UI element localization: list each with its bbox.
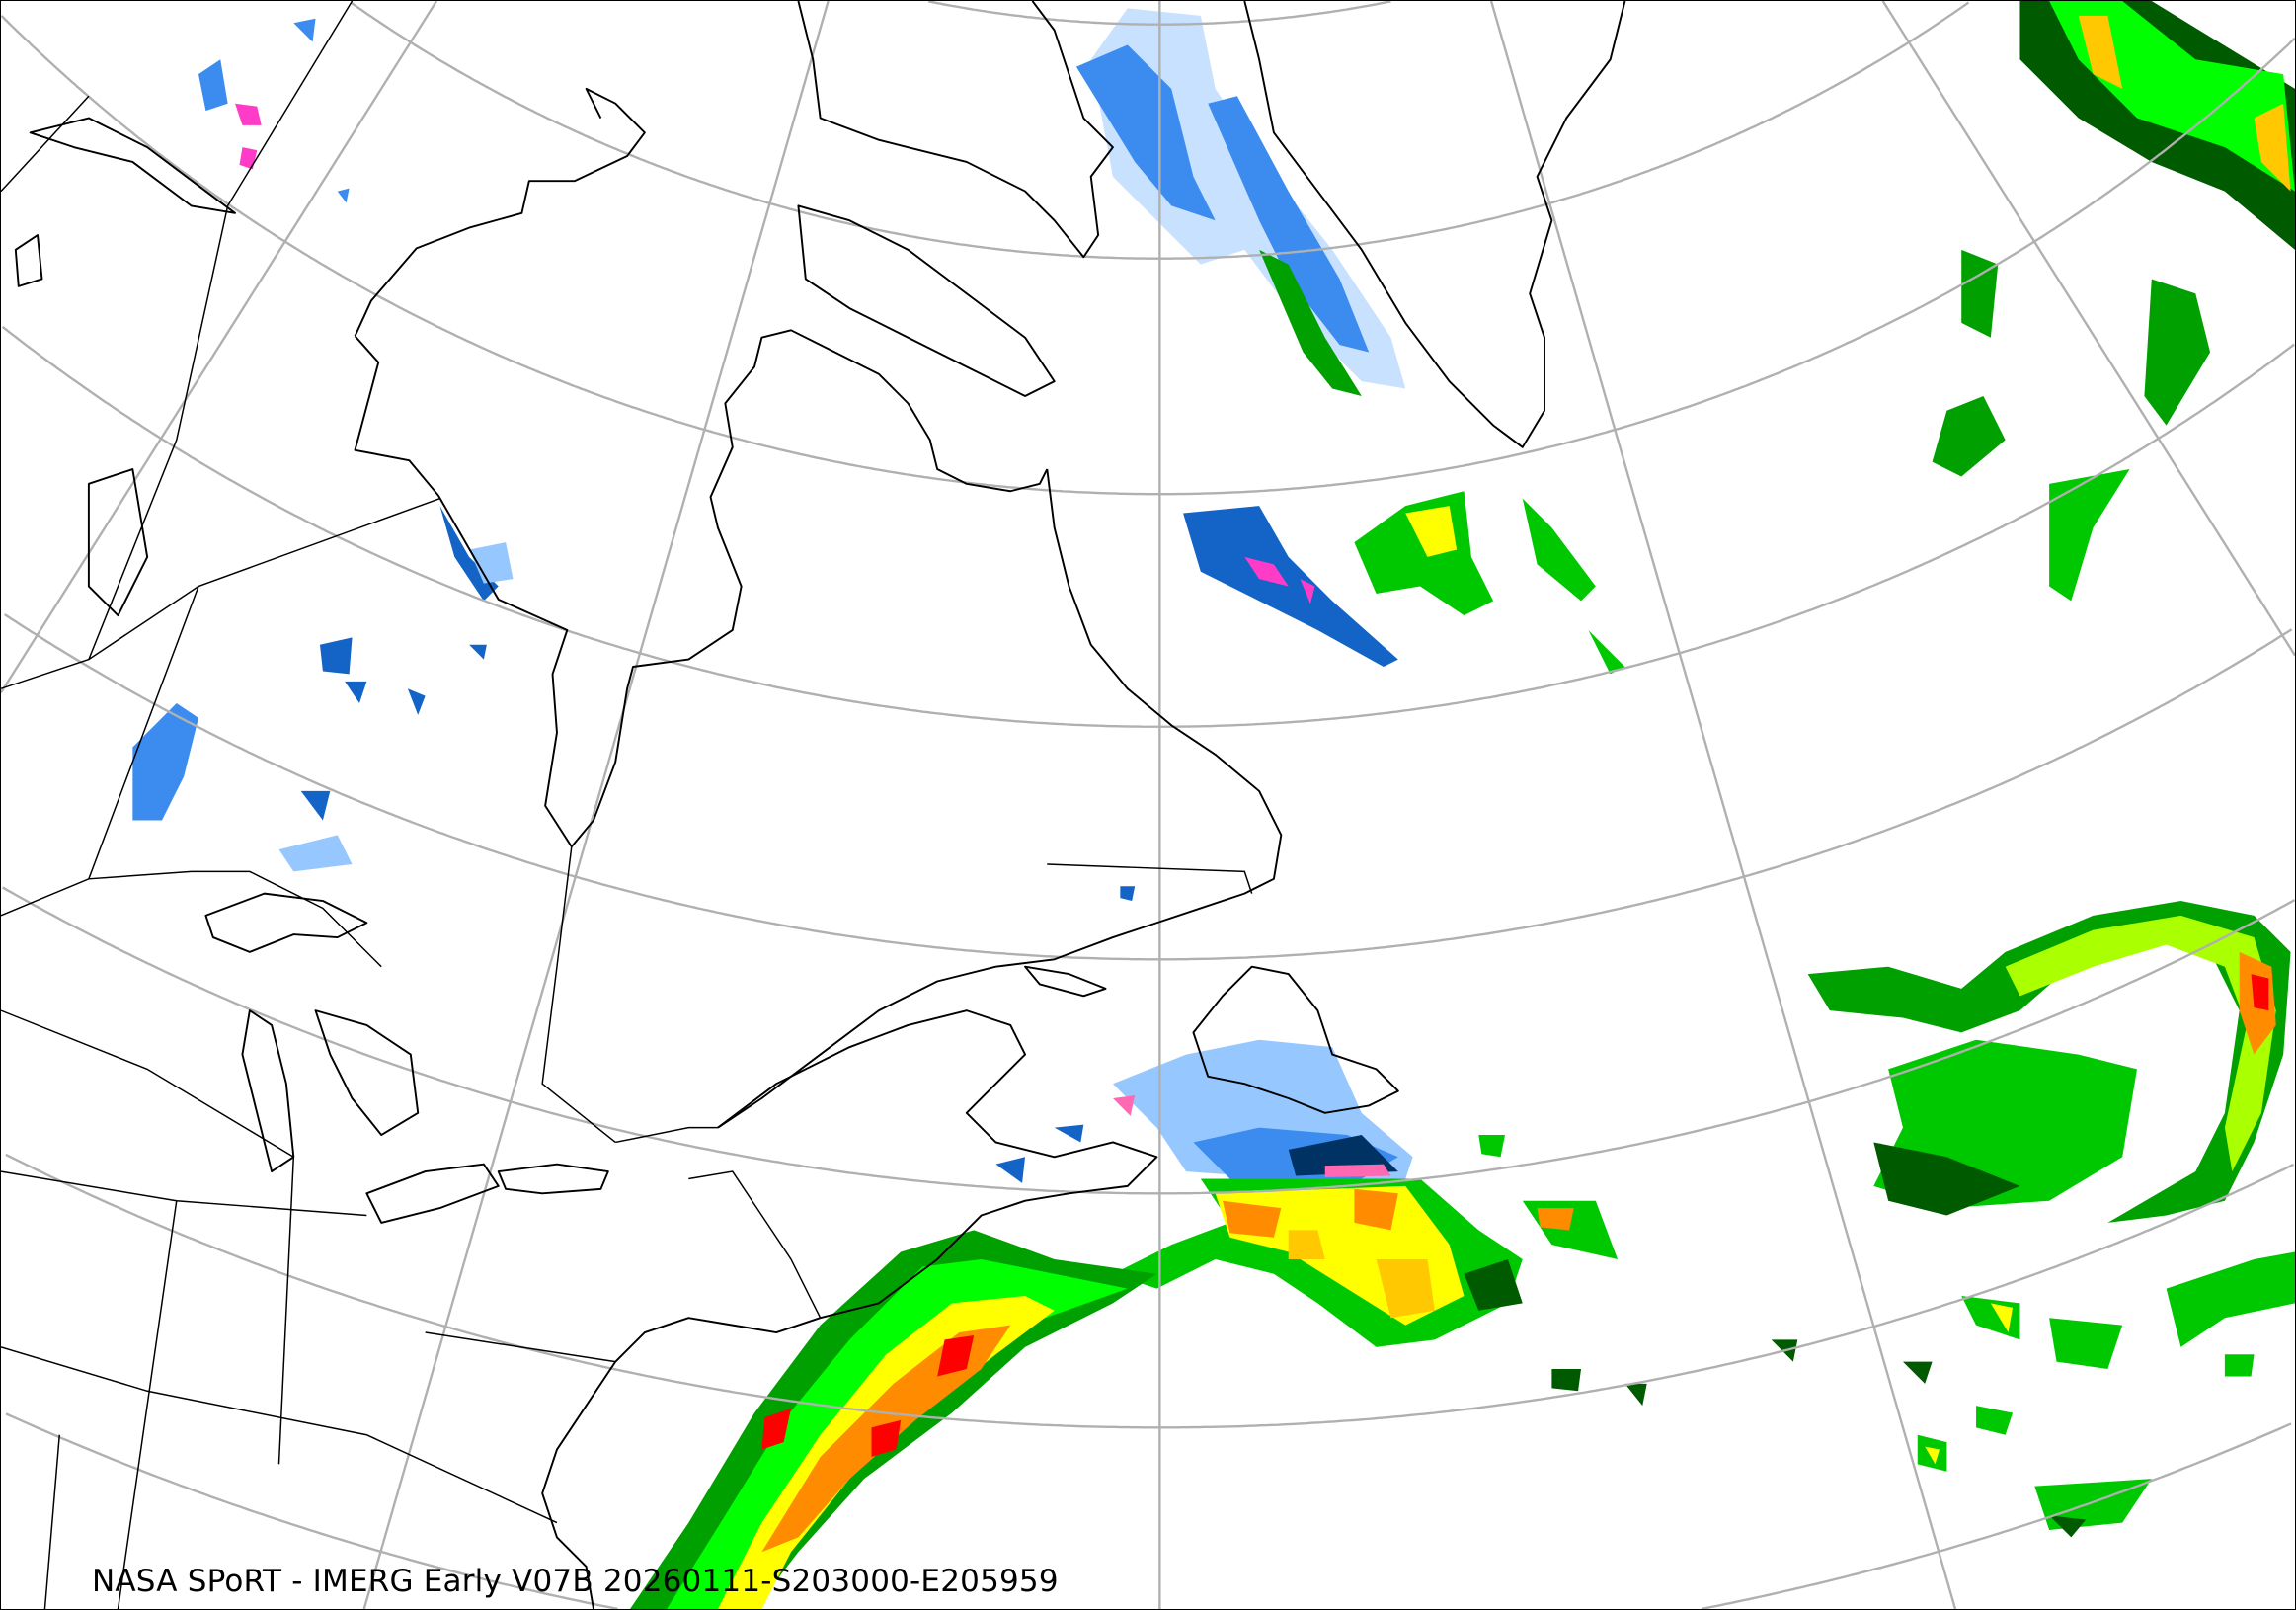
border-quebec-ontario	[541, 846, 616, 1144]
rain-streak-c	[2049, 469, 2130, 602]
coastline-greenland	[1243, 1, 1626, 448]
coastline-gulf-st-lawrence	[717, 1009, 1158, 1320]
latitude-line	[1, 325, 2295, 728]
snow-area-west-c	[300, 506, 499, 821]
rain-area-southeast-dark	[1624, 1339, 2087, 1538]
rain-ring-east-core	[2005, 915, 2276, 1172]
coastline-labrador	[717, 468, 1283, 1129]
rain-streak-d	[1961, 249, 1999, 338]
lake-erie	[365, 1163, 500, 1224]
rain-band-southwest-red	[761, 1334, 975, 1457]
lake-ontario	[497, 1163, 609, 1195]
latitude-line	[5, 1153, 2295, 1429]
coastline-baffin-south	[797, 204, 1056, 397]
precipitation-layer	[132, 1, 2295, 1609]
snow-area-greenland-core	[1075, 44, 1370, 353]
rain-streak-a	[2144, 279, 2211, 426]
snow-area-labrador-sea	[1183, 506, 1398, 668]
rain-ring-east	[1807, 901, 2291, 1223]
latitude-line	[2, 886, 2295, 1195]
coastline-baffin-island	[797, 1, 1114, 259]
rain-streak-b	[1932, 395, 2006, 477]
snow-area-west-a	[132, 703, 199, 821]
lake-superior	[204, 892, 368, 953]
coastline-us-east	[541, 1317, 821, 1609]
coastline-hudson-bay	[354, 329, 1049, 848]
map-caption: NASA SPoRT - IMERG Early V07B 20260111-S…	[92, 1564, 1059, 1599]
rain-area-central-orange	[1223, 1188, 1398, 1238]
latitude-line	[1, 15, 2295, 496]
longitude-line	[1489, 1, 1957, 1609]
longitude-line	[1, 1, 438, 693]
rain-area-central-gold	[1288, 1230, 1435, 1319]
border-provinces	[1, 1, 1253, 1609]
coastline-hudson-bay-north	[354, 87, 646, 337]
coastline-arctic-islands	[14, 117, 237, 617]
rain-area-northeast-peak	[2078, 15, 2291, 192]
snow-area-quebec	[995, 886, 1136, 1183]
latitude-line	[5, 1412, 2292, 1609]
coastline-anticosti	[1024, 965, 1107, 998]
rain-area-southeast-core	[1925, 1303, 2014, 1465]
mixed-area-labrador-sea	[1244, 556, 1315, 604]
snow-area-west-d	[278, 542, 514, 872]
rain-area-ring-interior-dark	[1873, 1142, 2020, 1216]
rain-area-southeast	[1917, 1251, 2295, 1531]
border-canada-us	[1, 870, 822, 1319]
mixed-area-west	[235, 103, 262, 170]
rain-ring-east-red	[2251, 974, 2269, 1011]
coastlines	[1, 1, 1626, 1609]
longitude-line	[1881, 1, 2295, 657]
lake-michigan	[241, 1009, 295, 1173]
latitude-line	[4, 613, 2293, 961]
lake-huron	[314, 1009, 420, 1137]
mixed-area-newfoundland	[1112, 1095, 1391, 1178]
longitude-line	[362, 1, 830, 1609]
coastline-newfoundland	[1192, 965, 1399, 1114]
rain-area-labrador-sea-core	[1405, 506, 1458, 557]
rain-area-greenland	[1259, 249, 1362, 396]
rain-area-east-dark	[1464, 1258, 1582, 1392]
rain-area-east-small-core	[1537, 1208, 1574, 1231]
rain-area-labrador-sea	[1354, 491, 1625, 675]
rain-area-east-small	[1478, 1135, 1619, 1259]
